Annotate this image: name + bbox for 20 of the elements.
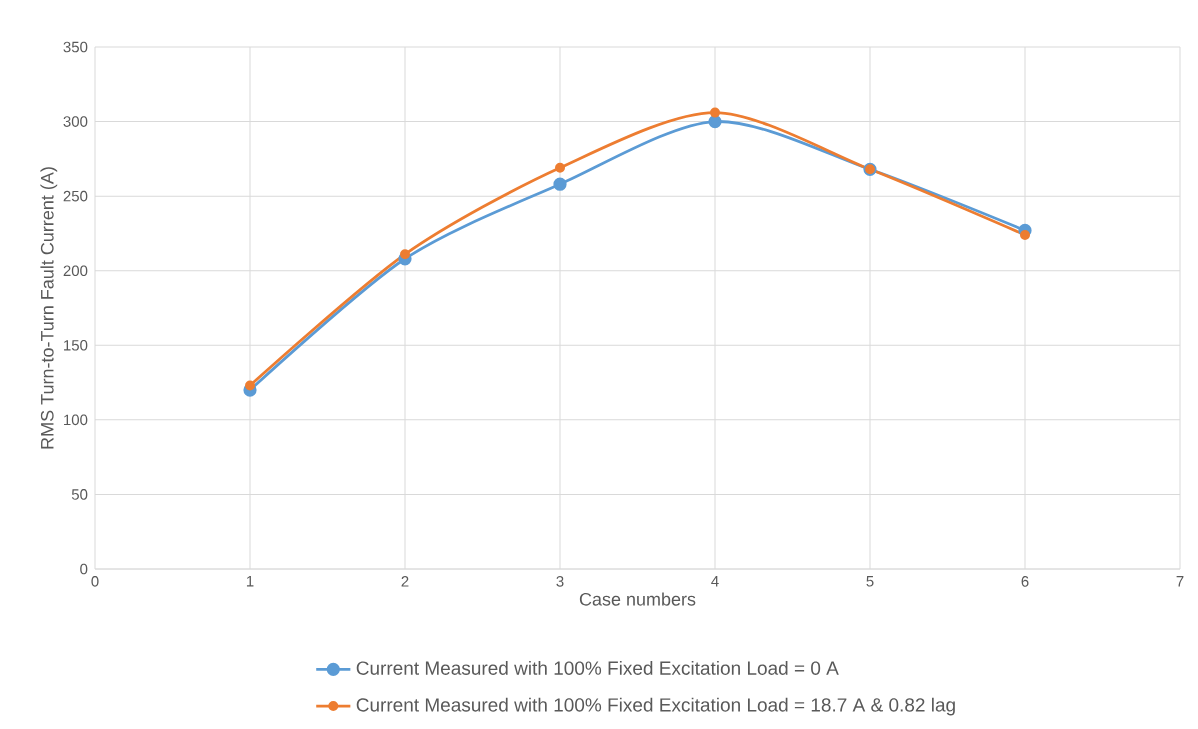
y-tick-label: 250: [63, 190, 88, 202]
y-tick-label: 100: [64, 414, 88, 426]
x-axis-title: Case numbers: [579, 592, 696, 606]
x-tick-label: 2: [401, 576, 409, 587]
x-tick-label: 1: [246, 576, 254, 587]
x-tick-label: 4: [711, 576, 719, 587]
x-tick-label: 7: [1176, 576, 1184, 587]
x-tick-label: 5: [866, 576, 874, 587]
x-tick-label: 3: [556, 576, 564, 587]
legend-label: Current Measured with 100% Fixed Excitation Load = 0 A: [356, 660, 839, 675]
y-tick-label: 200: [63, 265, 88, 277]
y-tick-label: 150: [64, 339, 88, 351]
y-axis-title: RMS Turn-to-Turn Fault Current (A): [40, 167, 58, 449]
y-tick-label: 0: [80, 563, 88, 575]
x-tick-label: 6: [1021, 576, 1029, 587]
y-tick-label: 300: [63, 116, 88, 127]
y-tick-label: 350: [63, 41, 88, 53]
x-tick-label: 0: [91, 576, 99, 587]
y-tick-label: 50: [71, 489, 88, 500]
legend-label: Current Measured with 100% Fixed Excitation Load = 18.7 A & 0.82 lag: [356, 697, 955, 716]
